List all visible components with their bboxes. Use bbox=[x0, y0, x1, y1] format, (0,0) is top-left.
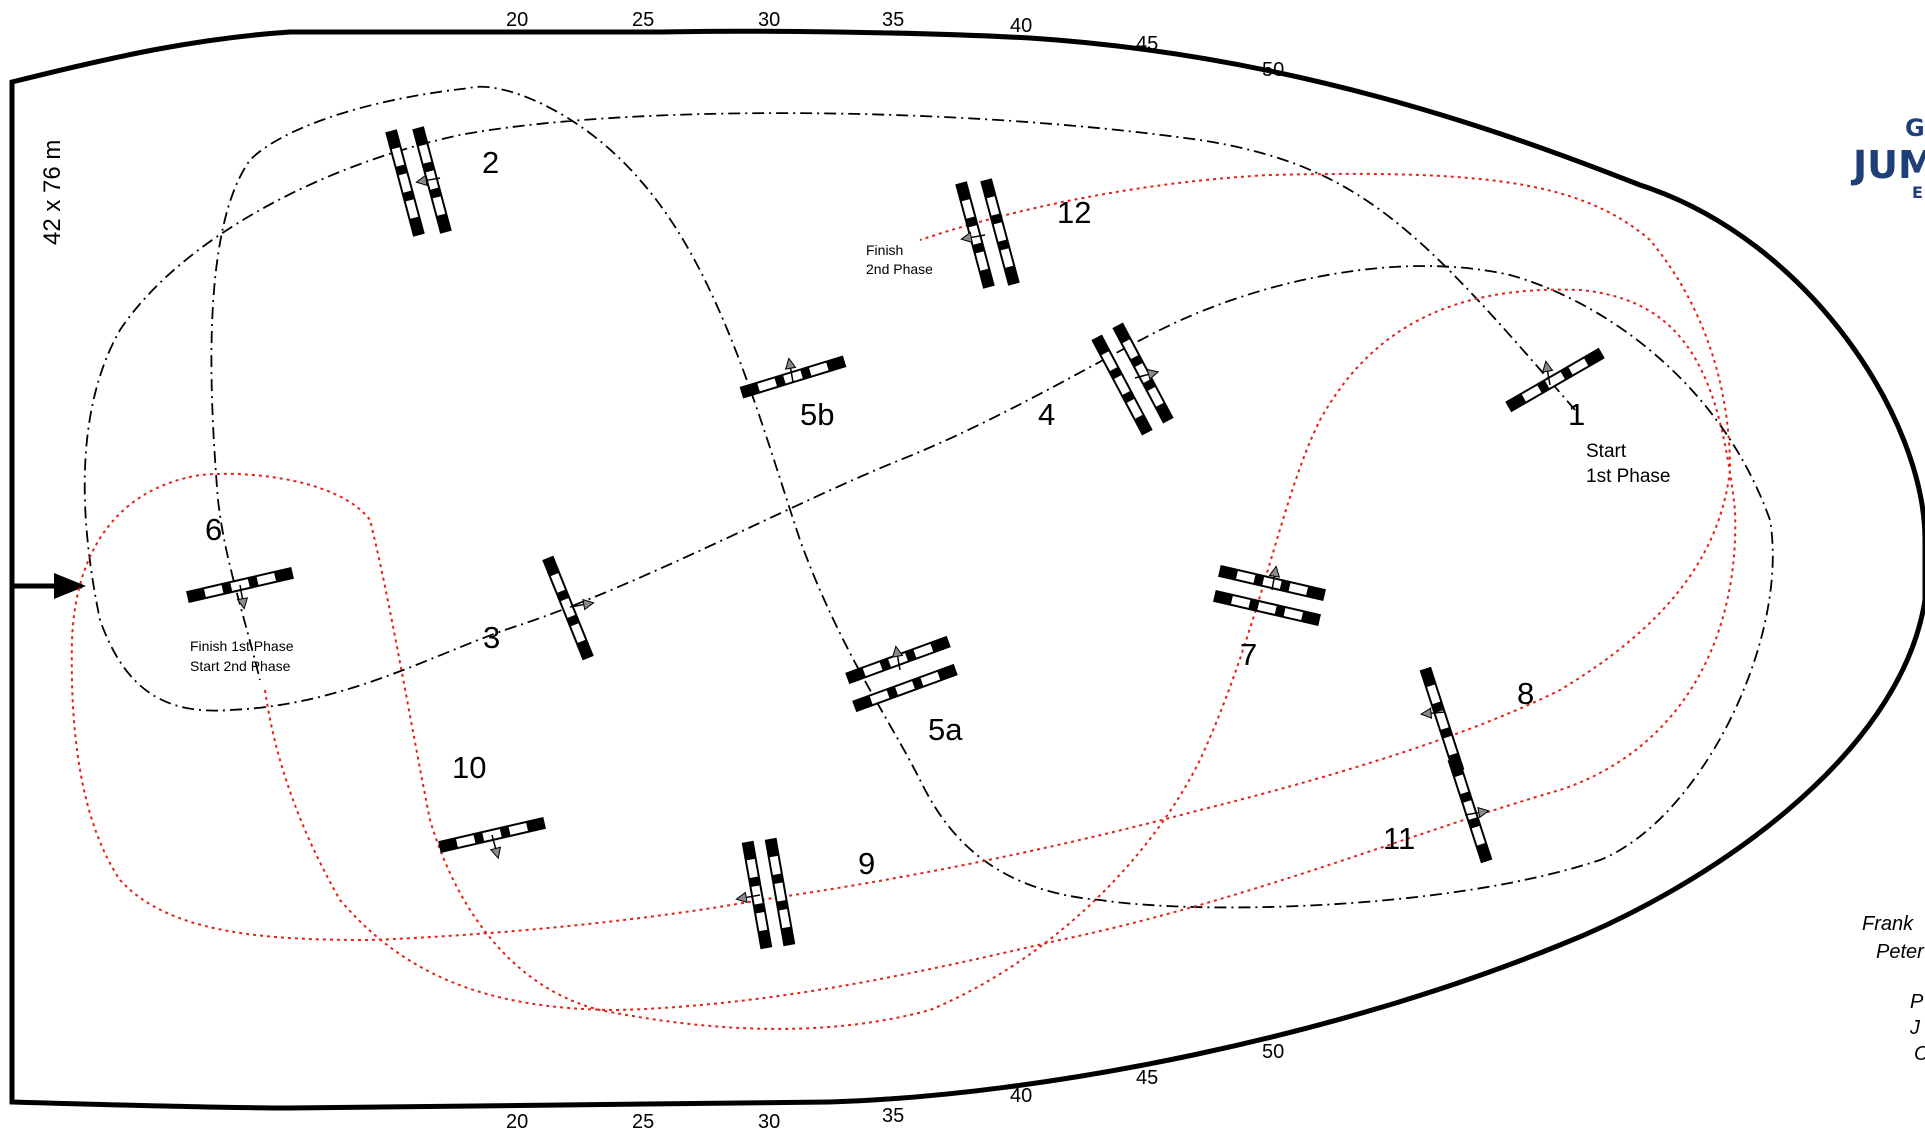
finish-phase2-line1: Finish bbox=[866, 242, 903, 258]
top-tick: 20 bbox=[506, 9, 528, 31]
bottom-tick: 30 bbox=[758, 1111, 780, 1132]
fence-5a bbox=[845, 635, 958, 713]
bottom-tick: 35 bbox=[882, 1105, 904, 1127]
bottom-tick: 25 bbox=[632, 1111, 654, 1132]
fence-number-4: 4 bbox=[1038, 397, 1055, 432]
top-tick: 30 bbox=[758, 9, 780, 31]
fence-9 bbox=[741, 837, 796, 950]
bottom-tick: 40 bbox=[1010, 1085, 1032, 1107]
fence-12 bbox=[955, 178, 1020, 289]
fence-number-5b: 5b bbox=[800, 397, 834, 432]
fence-7 bbox=[1213, 565, 1326, 626]
top-tick: 45 bbox=[1136, 33, 1158, 55]
bottom-tick: 45 bbox=[1136, 1067, 1158, 1089]
fence-number-5a: 5a bbox=[928, 712, 963, 747]
fence-number-12: 12 bbox=[1057, 195, 1091, 230]
top-tick: 25 bbox=[632, 9, 654, 31]
start-phase2: Start 2nd Phase bbox=[190, 658, 291, 674]
fence-number-6: 6 bbox=[205, 512, 222, 547]
fence-number-8: 8 bbox=[1517, 676, 1534, 711]
credit-line: C bbox=[1914, 1043, 1925, 1065]
route-phase2 bbox=[70, 172, 1737, 1030]
logo-main: JUMI bbox=[1850, 143, 1925, 187]
arena-boundary bbox=[9, 28, 1925, 1111]
credit-line: Peter bbox=[1876, 941, 1925, 963]
fence-5b bbox=[739, 355, 847, 399]
credit-line: P bbox=[1910, 991, 1924, 1013]
bottom-tick: 50 bbox=[1262, 1041, 1284, 1063]
top-tick: 40 bbox=[1010, 15, 1032, 37]
entry-arrow-head bbox=[54, 573, 86, 599]
fence-1 bbox=[1505, 347, 1605, 413]
logo-top: G bbox=[1905, 114, 1925, 142]
route-phase1 bbox=[83, 85, 1774, 909]
fence-number-1: 1 bbox=[1568, 397, 1585, 432]
fence-number-7: 7 bbox=[1240, 637, 1257, 672]
fence-number-2: 2 bbox=[482, 145, 499, 180]
finish-phase2-line2: 2nd Phase bbox=[866, 261, 933, 277]
start-phase1-line1: Start bbox=[1586, 441, 1627, 462]
fence-number-3: 3 bbox=[483, 620, 500, 655]
logo-sub: E bbox=[1912, 183, 1923, 202]
fence-number-11: 11 bbox=[1383, 821, 1415, 856]
credit-line: Frank bbox=[1862, 913, 1914, 935]
bottom-tick: 20 bbox=[506, 1111, 528, 1132]
fence-number-9: 9 bbox=[858, 846, 875, 881]
fence-number-10: 10 bbox=[452, 750, 486, 785]
finish-phase1: Finish 1st Phase bbox=[190, 638, 294, 654]
credit-line: J bbox=[1909, 1017, 1921, 1039]
top-tick: 50 bbox=[1262, 59, 1284, 81]
top-tick: 35 bbox=[882, 9, 904, 31]
start-phase1-line2: 1st Phase bbox=[1586, 466, 1671, 487]
arena-dimensions: 42 x 76 m bbox=[39, 140, 66, 245]
fence-4 bbox=[1091, 322, 1174, 436]
